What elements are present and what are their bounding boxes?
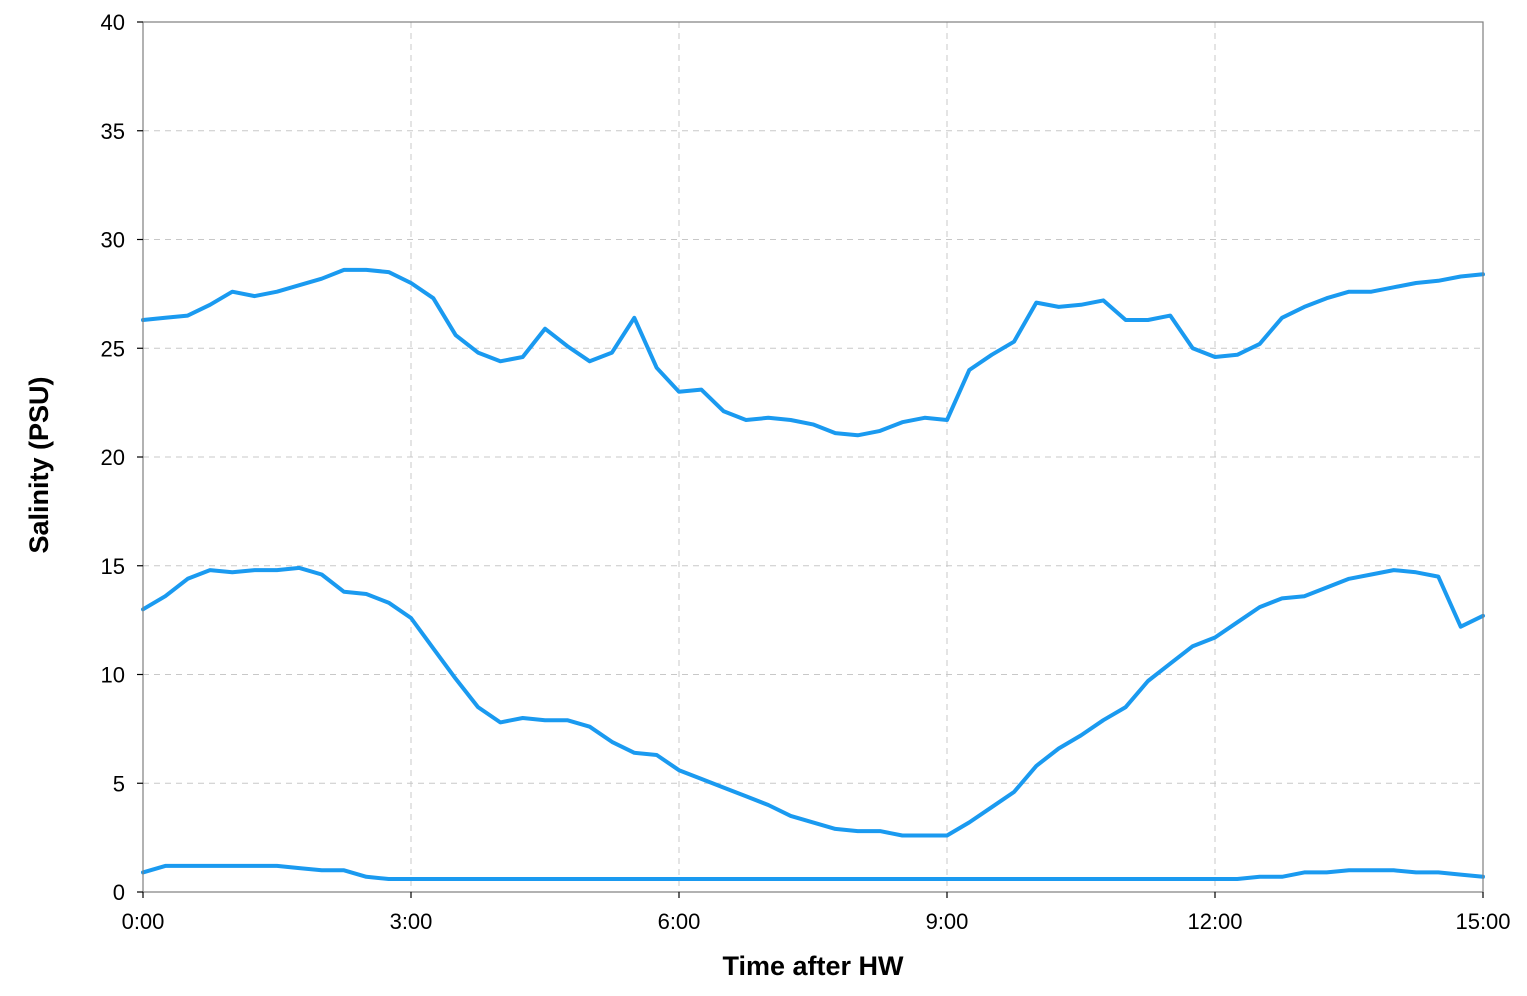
x-axis-title: Time after HW [722, 951, 904, 981]
series-line-3 [141, 863, 1485, 881]
x-tick-label: 12:00 [1187, 909, 1242, 934]
series-line-2 [141, 565, 1485, 838]
x-tick-label: 3:00 [390, 909, 433, 934]
y-axis-title: Salinity (PSU) [24, 376, 54, 553]
grid-lines [143, 22, 1483, 892]
y-tick-labels: 0 5 10 15 20 25 30 35 40 [101, 10, 125, 905]
y-tick-label: 5 [113, 771, 125, 796]
x-tick-labels: 0:00 3:00 6:00 9:00 12:00 15:00 [122, 909, 1511, 934]
y-tick-label: 20 [101, 445, 125, 470]
y-tick-label: 25 [101, 336, 125, 361]
y-tick-label: 10 [101, 663, 125, 688]
y-tick-label: 0 [113, 880, 125, 905]
axis-ticks [137, 21, 1484, 898]
y-tick-label: 30 [101, 228, 125, 253]
x-tick-label: 9:00 [926, 909, 969, 934]
x-tick-label: 0:00 [122, 909, 165, 934]
y-tick-label: 35 [101, 119, 125, 144]
y-tick-label: 15 [101, 554, 125, 579]
x-tick-label: 15:00 [1455, 909, 1510, 934]
series-lines [141, 267, 1485, 881]
y-tick-label: 40 [101, 10, 125, 35]
series-line-1 [141, 267, 1485, 438]
x-tick-label: 6:00 [658, 909, 701, 934]
